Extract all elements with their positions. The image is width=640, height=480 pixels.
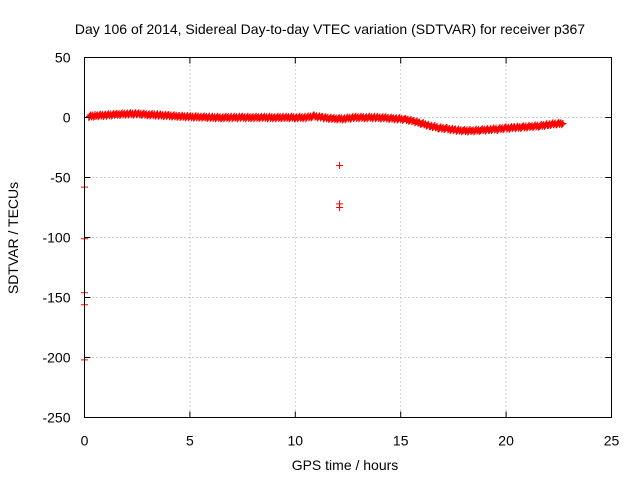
x-tick-label: 15: [393, 433, 409, 449]
data-point: [559, 120, 567, 127]
y-tick-label: 50: [55, 50, 71, 66]
plot-border: [84, 57, 612, 418]
x-tick-label: 20: [498, 433, 514, 449]
y-axis-label: SDTVAR / TECUs: [5, 182, 21, 294]
x-tick-label: 5: [186, 433, 194, 449]
y-tick-label: -250: [42, 410, 70, 426]
grid: [84, 57, 612, 418]
x-tick-label: 25: [604, 433, 620, 449]
data-point: [558, 121, 566, 129]
x-tick-label: 0: [81, 433, 89, 449]
y-tick-label: 0: [63, 110, 71, 126]
y-tick-label: -50: [50, 170, 70, 186]
outlier-point: [336, 204, 344, 211]
data-series: [81, 109, 567, 364]
x-axis-label: GPS time / hours: [292, 457, 399, 473]
y-tick-label: -200: [42, 350, 70, 366]
chart-title: Day 106 of 2014, Sidereal Day-to-day VTE…: [75, 21, 585, 37]
axis-ticks: 50 0 -50 -100 -150 -200 -250 0 5 10 15 20 25: [42, 50, 619, 449]
y-tick-label: -150: [42, 290, 70, 306]
outlier-point: [336, 162, 344, 169]
x-tick-label: 10: [288, 433, 304, 449]
y-tick-label: -100: [42, 230, 70, 246]
